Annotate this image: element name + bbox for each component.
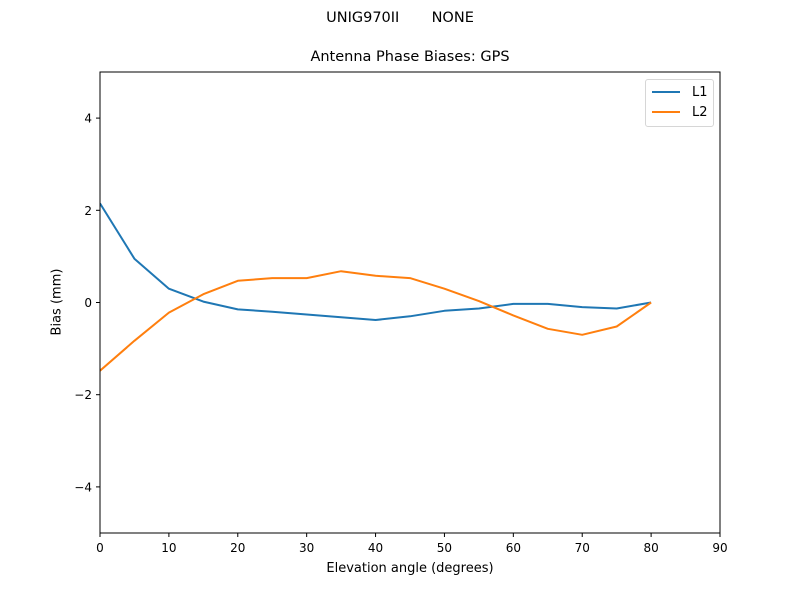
x-tick-label: 70 xyxy=(575,541,590,555)
legend-label-l1: L1 xyxy=(692,84,708,100)
x-tick-label: 10 xyxy=(161,541,176,555)
x-tick-label: 90 xyxy=(712,541,727,555)
chart-title: Antenna Phase Biases: GPS xyxy=(310,49,510,65)
y-tick-label: −2 xyxy=(74,388,92,402)
x-tick-label: 20 xyxy=(230,541,245,555)
legend: L1 L2 xyxy=(645,79,714,127)
legend-item-l2: L2 xyxy=(652,102,708,122)
x-tick-label: 40 xyxy=(368,541,383,555)
x-tick-label: 30 xyxy=(299,541,314,555)
y-tick-label: 2 xyxy=(84,204,92,218)
figure-suptitle: UNIG970II NONE xyxy=(326,10,474,26)
legend-item-l1: L1 xyxy=(652,82,708,102)
y-axis-label: Bias (mm) xyxy=(49,268,65,336)
axes-frame xyxy=(99,71,721,534)
x-tick-label: 0 xyxy=(96,541,104,555)
x-tick-label: 50 xyxy=(437,541,452,555)
y-tick-label: 4 xyxy=(84,112,92,126)
legend-line-l2-icon xyxy=(652,111,680,113)
y-tick-label: −4 xyxy=(74,480,92,494)
x-tick-label: 60 xyxy=(506,541,521,555)
x-axis-label: Elevation angle (degrees) xyxy=(326,561,494,576)
legend-line-l1-icon xyxy=(652,91,680,93)
legend-label-l2: L2 xyxy=(692,104,708,120)
x-tick-label: 80 xyxy=(643,541,658,555)
y-tick-label: 0 xyxy=(84,296,92,310)
series-line-l1 xyxy=(100,202,652,321)
series-line-l2 xyxy=(100,270,652,372)
